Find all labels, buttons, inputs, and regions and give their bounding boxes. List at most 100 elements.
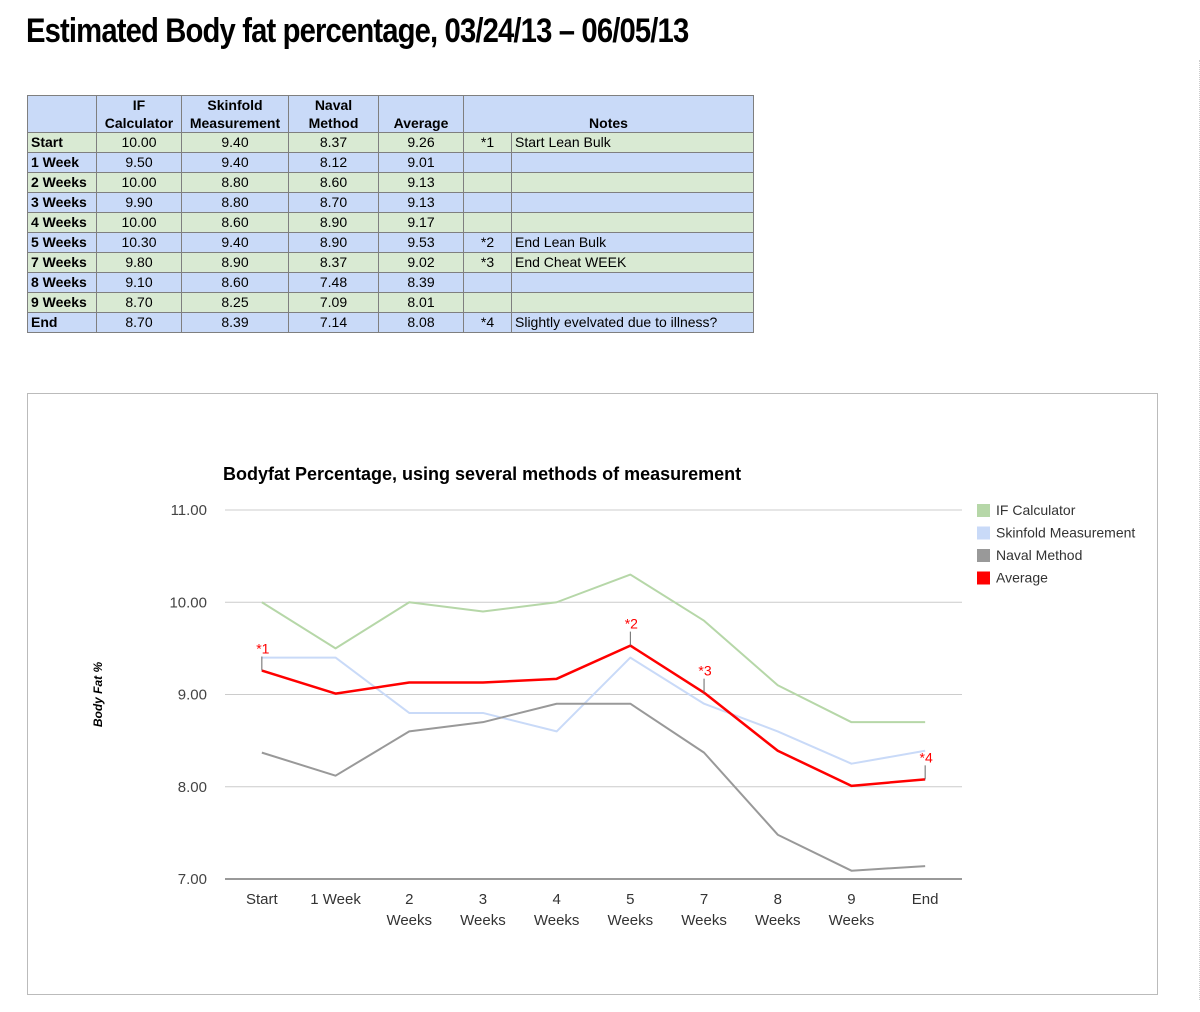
series-line-naval-method (261, 702, 926, 872)
table-row: 9 Weeks 8.70 8.25 7.09 8.01 (27, 292, 754, 313)
cell-note-mark (463, 212, 512, 233)
row-label: Start (27, 132, 97, 153)
x-tick-label: 1 Week (310, 891, 361, 908)
cell-skinfold: 9.40 (181, 152, 289, 173)
x-tick-label: 8 (774, 891, 782, 908)
bodyfat-line-chart: Bodyfat Percentage, using several method… (91, 464, 1135, 929)
x-tick-label: Weeks (534, 912, 580, 929)
header-skinfold: Skinfold Measurement (181, 95, 289, 133)
x-tick-label: 4 (552, 891, 560, 908)
series-line-skinfold-measurement (261, 656, 926, 765)
x-tick-label: Start (246, 891, 279, 908)
cell-skinfold: 8.90 (181, 252, 289, 273)
annotation-label: *1 (256, 641, 269, 657)
cell-note-mark: *4 (463, 312, 512, 333)
cell-if-calculator: 10.00 (96, 212, 182, 233)
annotation-label: *4 (920, 749, 933, 765)
cell-if-calculator: 9.90 (96, 192, 182, 213)
table-row: 1 Week 9.50 9.40 8.12 9.01 (27, 152, 754, 173)
header-notes: Notes (463, 95, 754, 133)
y-tick-label: 7.00 (178, 871, 207, 888)
legend-label: IF Calculator (996, 502, 1076, 518)
row-label: 9 Weeks (27, 292, 97, 313)
cell-if-calculator: 8.70 (96, 292, 182, 313)
row-label: 2 Weeks (27, 172, 97, 193)
row-label: End (27, 312, 97, 333)
cell-note-mark (463, 192, 512, 213)
header-if-calculator: IF Calculator (96, 95, 182, 133)
table-row: Start 10.00 9.40 8.37 9.26 *1 Start Lean Bulk (27, 132, 754, 153)
y-axis-label: Body Fat % (91, 662, 105, 728)
cell-naval: 8.90 (288, 232, 379, 253)
x-tick-label: Weeks (608, 912, 654, 929)
cell-naval: 8.12 (288, 152, 379, 173)
legend-label: Average (996, 570, 1048, 586)
y-tick-label: 9.00 (178, 687, 207, 704)
cell-note-mark: *1 (463, 132, 512, 153)
row-label: 8 Weeks (27, 272, 97, 293)
x-tick-label: 7 (700, 891, 708, 908)
table-header-row: IF Calculator Skinfold Measurement Naval Me… (27, 95, 754, 133)
cell-naval: 7.14 (288, 312, 379, 333)
page-edge-divider (1195, 60, 1200, 1000)
cell-skinfold: 8.39 (181, 312, 289, 333)
legend-swatch (977, 504, 990, 517)
header-average: Average (378, 95, 464, 133)
x-tick-label: 5 (626, 891, 634, 908)
cell-if-calculator: 8.70 (96, 312, 182, 333)
header-line: Calculator (104, 115, 174, 131)
cell-naval: 8.37 (288, 252, 379, 273)
cell-note-mark (463, 152, 512, 173)
legend-label: Skinfold Measurement (996, 525, 1135, 541)
header-line: Notes (589, 115, 628, 131)
header-line: Measurement (189, 115, 281, 131)
cell-note-mark: *2 (463, 232, 512, 253)
row-label: 7 Weeks (27, 252, 97, 273)
row-label: 5 Weeks (27, 232, 97, 253)
cell-note (511, 212, 754, 233)
cell-skinfold: 8.25 (181, 292, 289, 313)
cell-naval: 8.90 (288, 212, 379, 233)
legend-swatch (977, 571, 990, 585)
legend-swatch (977, 526, 990, 540)
page-title: Estimated Body fat percentage, 03/24/13 … (26, 12, 689, 50)
header-line: Average (393, 115, 449, 131)
row-label: 3 Weeks (27, 192, 97, 213)
cell-note-mark (463, 172, 512, 193)
x-tick-label: 3 (479, 891, 487, 908)
cell-skinfold: 8.60 (181, 272, 289, 293)
x-tick-label: End (912, 891, 939, 908)
cell-if-calculator: 9.50 (96, 152, 182, 173)
cell-if-calculator: 10.00 (96, 172, 182, 193)
table-row: 5 Weeks 10.30 9.40 8.90 9.53 *2 End Lean Bulk (27, 232, 754, 253)
cell-note: Start Lean Bulk (511, 132, 754, 153)
series-line-average (261, 644, 926, 788)
x-tick-label: Weeks (681, 912, 727, 929)
x-tick-label: Weeks (460, 912, 506, 929)
legend-swatch (977, 549, 990, 562)
cell-naval: 7.09 (288, 292, 379, 313)
bodyfat-table: IF Calculator Skinfold Measurement Naval Me… (27, 95, 754, 333)
table-row: 3 Weeks 9.90 8.80 8.70 9.13 (27, 192, 754, 213)
cell-skinfold: 8.60 (181, 212, 289, 233)
cell-note-mark: *3 (463, 252, 512, 273)
cell-naval: 8.70 (288, 192, 379, 213)
cell-average: 9.17 (378, 212, 464, 233)
header-line: Skinfold (207, 97, 263, 113)
cell-note: End Cheat WEEK (511, 252, 754, 273)
cell-average: 8.01 (378, 292, 464, 313)
annotation-label: *3 (698, 663, 711, 679)
x-tick-label: Weeks (386, 912, 432, 929)
cell-average: 9.13 (378, 172, 464, 193)
cell-average: 8.08 (378, 312, 464, 333)
cell-note: End Lean Bulk (511, 232, 754, 253)
cell-note (511, 292, 754, 313)
cell-average: 9.53 (378, 232, 464, 253)
x-tick-label: 9 (847, 891, 855, 908)
cell-note-mark (463, 272, 512, 293)
cell-naval: 8.37 (288, 132, 379, 153)
cell-skinfold: 9.40 (181, 132, 289, 153)
cell-skinfold: 9.40 (181, 232, 289, 253)
x-tick-label: Weeks (755, 912, 801, 929)
table-row: 2 Weeks 10.00 8.80 8.60 9.13 (27, 172, 754, 193)
